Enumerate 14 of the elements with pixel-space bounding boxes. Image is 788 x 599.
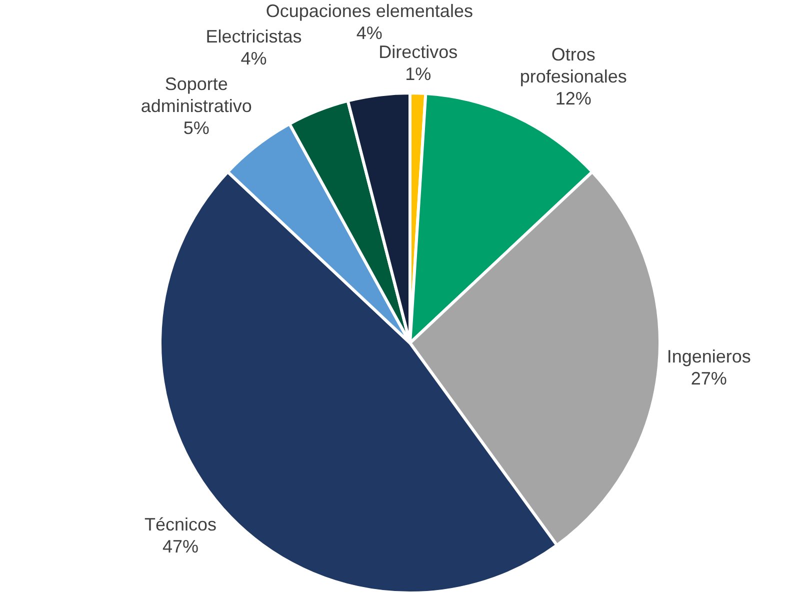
slice-label: Electricistas <box>206 26 302 47</box>
data-label: 47% <box>162 536 198 557</box>
data-label: 27% <box>690 368 727 388</box>
slice-label: Soporte administrativo <box>140 74 252 116</box>
data-label: 4% <box>240 48 267 69</box>
slice-label: Directivos <box>378 42 458 62</box>
data-label: 12% <box>555 88 592 109</box>
data-label: 1% <box>405 64 432 84</box>
slice-label: Ocupaciones elementales <box>266 1 473 21</box>
slice-label: Ingenieros <box>666 346 751 366</box>
data-label: 5% <box>183 118 210 138</box>
data-label: 4% <box>356 23 382 43</box>
slice-label: Otros profesionales <box>520 44 627 87</box>
slice-label: Técnicos <box>144 514 216 535</box>
